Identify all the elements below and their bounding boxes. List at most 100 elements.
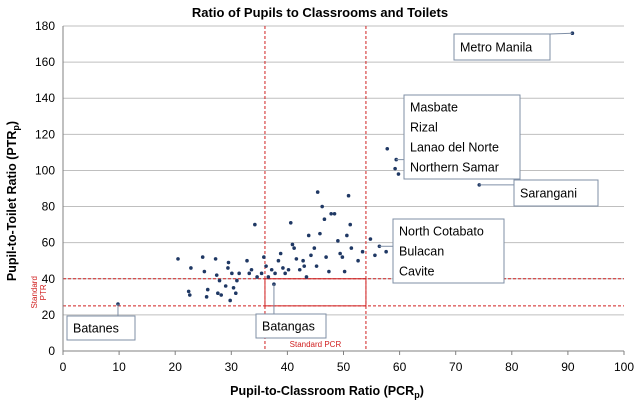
data-point xyxy=(396,172,401,176)
callout-label: Batanes xyxy=(73,322,119,336)
data-point xyxy=(266,275,271,279)
data-point xyxy=(314,264,319,268)
data-point xyxy=(368,237,373,241)
data-point xyxy=(204,295,209,299)
y-tick-label: 120 xyxy=(35,127,55,141)
callout: Batangas xyxy=(255,284,327,339)
axes: 0 20 40 60 80 100 120 140 160 180 0 10 20 30 40 50 60 70 8… xyxy=(35,19,634,374)
x-tick-label: 40 xyxy=(281,360,295,374)
data-point xyxy=(278,251,283,256)
callout-box xyxy=(403,94,521,180)
x-tick-label: 20 xyxy=(169,360,183,374)
callout-label: North Cotabato xyxy=(399,225,484,239)
y-tick-label: 40 xyxy=(42,272,56,286)
y-tick-label: 140 xyxy=(35,91,55,105)
data-point xyxy=(345,233,349,238)
x-tick-label: 30 xyxy=(225,360,239,374)
x-tick-label: 70 xyxy=(449,360,463,374)
data-point xyxy=(231,286,236,290)
x-axis-label: Pupil-to-Classroom Ratio (PCRp) xyxy=(230,384,424,400)
y-tick-label: 0 xyxy=(48,344,55,358)
data-point xyxy=(302,264,307,268)
y-tick-label: 20 xyxy=(42,308,56,322)
callout: North Cotabato Bulacan Cavite xyxy=(379,218,505,284)
y-tick-label: 100 xyxy=(35,163,55,177)
reference-lines: Standard PCR StandardPTR xyxy=(30,26,624,351)
callout-label: Northern Samar xyxy=(410,161,499,175)
callout-box xyxy=(453,33,551,61)
data-point xyxy=(216,291,220,296)
callout-box xyxy=(255,313,327,339)
callout-label: Bulacan xyxy=(399,245,444,259)
data-point xyxy=(324,255,328,259)
callout-label: Cavite xyxy=(399,265,434,279)
data-point xyxy=(247,271,252,276)
data-point xyxy=(297,267,302,272)
callout-box xyxy=(513,179,599,207)
data-point xyxy=(360,249,365,254)
callout-label: Metro Manila xyxy=(460,41,532,55)
callout: Sarangani xyxy=(479,179,599,207)
y-tick-label: 60 xyxy=(42,236,56,250)
data-point xyxy=(253,222,257,227)
data-point xyxy=(288,221,293,225)
data-point xyxy=(329,211,333,216)
data-point xyxy=(273,271,277,276)
data-point xyxy=(309,253,313,258)
data-point xyxy=(245,258,249,263)
data-point xyxy=(356,258,360,263)
callout-label: Rizal xyxy=(410,121,438,135)
x-tick-label: 100 xyxy=(614,360,634,374)
data-point xyxy=(312,246,317,250)
data-point xyxy=(393,166,397,171)
data-point xyxy=(290,242,295,247)
y-tick-label: 160 xyxy=(35,55,55,69)
data-point xyxy=(176,257,180,261)
data-point xyxy=(320,204,324,209)
data-point xyxy=(259,271,264,276)
standard-zone-box xyxy=(264,278,367,307)
data-point xyxy=(189,266,193,270)
data-point xyxy=(348,222,353,227)
y-tick-label: 80 xyxy=(42,200,56,214)
x-tick-label: 80 xyxy=(505,360,519,374)
callout-leader xyxy=(549,32,573,35)
data-point xyxy=(349,246,354,250)
data-point xyxy=(217,278,222,283)
data-point xyxy=(304,275,309,279)
data-point xyxy=(342,269,347,274)
callout-label: Lanao del Norte xyxy=(410,141,499,155)
data-point xyxy=(200,255,205,259)
x-tick-label: 0 xyxy=(60,360,67,374)
data-point xyxy=(385,146,390,151)
callout-label: Sarangani xyxy=(520,187,577,201)
data-point xyxy=(332,211,337,216)
data-point xyxy=(373,253,377,258)
callout-box xyxy=(66,315,136,341)
data-point xyxy=(384,249,388,254)
x-tick-label: 10 xyxy=(112,360,126,374)
grid-lines xyxy=(63,25,624,316)
data-point xyxy=(226,260,231,265)
data-point xyxy=(264,264,268,268)
callout: Batanes xyxy=(66,304,136,341)
callout-label: Masbate xyxy=(410,101,458,115)
data-point xyxy=(219,293,224,297)
data-point xyxy=(318,231,322,236)
data-point xyxy=(301,258,305,263)
data-point xyxy=(205,287,210,292)
x-tick-label: 50 xyxy=(337,360,351,374)
callouts: Metro Manila Masbate Rizal Lanao del Norte N… xyxy=(66,32,599,341)
data-point xyxy=(255,275,259,279)
data-point xyxy=(281,266,285,270)
data-point xyxy=(340,255,345,259)
data-point xyxy=(269,267,274,272)
data-point xyxy=(249,267,254,272)
data-point xyxy=(186,289,191,294)
data-point xyxy=(286,267,291,272)
data-point xyxy=(235,278,239,283)
callout: Metro Manila xyxy=(453,32,573,61)
data-point xyxy=(276,258,281,263)
